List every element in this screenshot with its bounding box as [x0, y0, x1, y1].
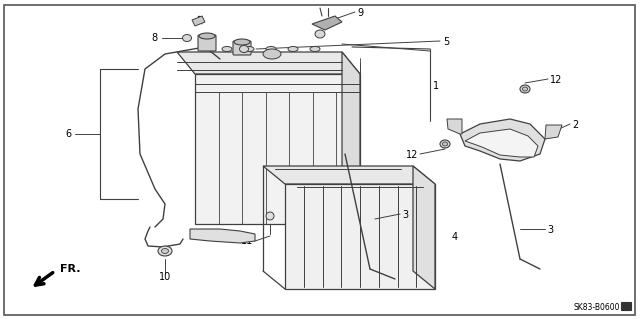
- Ellipse shape: [288, 47, 298, 51]
- Ellipse shape: [522, 87, 527, 91]
- Ellipse shape: [263, 49, 281, 59]
- Text: 9: 9: [357, 8, 363, 18]
- Text: 8: 8: [151, 33, 157, 43]
- Ellipse shape: [244, 47, 254, 51]
- Text: 10: 10: [159, 272, 171, 282]
- Polygon shape: [192, 16, 205, 26]
- Polygon shape: [263, 166, 435, 184]
- Polygon shape: [190, 229, 255, 243]
- Ellipse shape: [161, 249, 168, 254]
- FancyBboxPatch shape: [198, 35, 216, 51]
- Ellipse shape: [234, 39, 250, 45]
- Ellipse shape: [239, 46, 248, 53]
- Ellipse shape: [182, 34, 191, 41]
- Text: 11: 11: [241, 236, 253, 246]
- Polygon shape: [177, 52, 360, 74]
- Ellipse shape: [158, 246, 172, 256]
- Text: 1: 1: [433, 81, 439, 91]
- Ellipse shape: [266, 212, 274, 220]
- Ellipse shape: [520, 85, 530, 93]
- Polygon shape: [465, 129, 538, 157]
- Text: FR.: FR.: [60, 264, 81, 274]
- Text: 4: 4: [452, 232, 458, 242]
- Ellipse shape: [315, 30, 325, 38]
- Ellipse shape: [442, 142, 447, 146]
- Polygon shape: [460, 119, 545, 161]
- Text: 7: 7: [196, 16, 202, 26]
- Polygon shape: [285, 184, 435, 289]
- Polygon shape: [312, 16, 342, 30]
- Ellipse shape: [266, 47, 276, 51]
- Text: 2: 2: [572, 120, 579, 130]
- Text: 5: 5: [443, 37, 449, 47]
- Text: SK83-B0600: SK83-B0600: [573, 302, 620, 311]
- Ellipse shape: [440, 140, 450, 148]
- Text: 12: 12: [406, 150, 418, 160]
- Text: 6: 6: [66, 129, 72, 139]
- Polygon shape: [413, 166, 435, 289]
- Polygon shape: [342, 52, 360, 224]
- Ellipse shape: [222, 47, 232, 51]
- Ellipse shape: [199, 33, 215, 39]
- Polygon shape: [545, 125, 562, 139]
- Text: 3: 3: [402, 210, 408, 220]
- Text: 12: 12: [550, 75, 563, 85]
- Polygon shape: [195, 74, 360, 224]
- Polygon shape: [447, 119, 462, 134]
- Text: 3: 3: [547, 225, 553, 235]
- Bar: [621, 302, 631, 310]
- FancyBboxPatch shape: [233, 41, 251, 55]
- Ellipse shape: [310, 47, 320, 51]
